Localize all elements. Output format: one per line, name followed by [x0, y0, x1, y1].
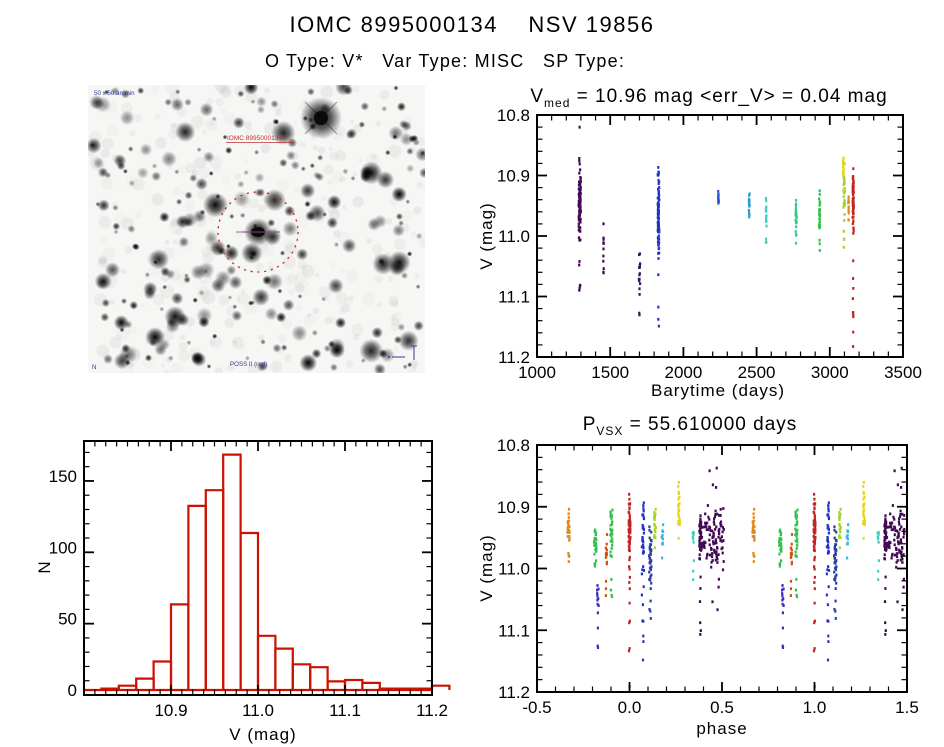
- svg-text:11.1: 11.1: [329, 701, 361, 720]
- north-label: N: [92, 364, 96, 371]
- phase-plot: -0.5 0.0 0.5 1.0 1.5 10.8 10.9 11.0 11.1 11.2: [497, 436, 919, 717]
- phase-ylabel: V (mag): [477, 534, 496, 602]
- svg-text:11.0: 11.0: [242, 701, 274, 720]
- svg-text:2500: 2500: [738, 363, 776, 382]
- phase-title: PVSX = 55.610000 days: [582, 414, 798, 438]
- lightcurve-title: Vmed = 10.96 mag <err_V> = 0.04 mag: [530, 86, 888, 110]
- svg-text:11.0: 11.0: [498, 560, 530, 579]
- source-label-red: IOMC 8995000134: [227, 135, 282, 142]
- lightcurve-xlabel: Barytime (days): [650, 381, 786, 400]
- svg-text:100: 100: [49, 538, 77, 557]
- svg-text:1.5: 1.5: [895, 698, 919, 717]
- svg-text:10.9: 10.9: [497, 167, 530, 186]
- svg-text:1': 1': [406, 338, 411, 345]
- svg-text:1000: 1000: [518, 363, 556, 382]
- page-subtitle: O Type: V* Var Type: MISC SP Type:: [264, 51, 626, 71]
- lightcurve-plot: 1000 1500 2000 2500 3000 3500 10.8 10.9 11.0 11.1…: [497, 106, 922, 382]
- histogram-xlabel: V (mag): [229, 725, 297, 744]
- svg-text:-0.5: -0.5: [522, 698, 551, 717]
- svg-text:3500: 3500: [884, 363, 922, 382]
- svg-text:150: 150: [49, 467, 77, 486]
- lightcurve-ylabel: V (mag): [477, 202, 496, 270]
- svg-text:11.2: 11.2: [498, 683, 530, 702]
- svg-text:11.2: 11.2: [498, 348, 530, 367]
- svg-text:1.0: 1.0: [803, 698, 827, 717]
- svg-text:11.1: 11.1: [498, 621, 530, 640]
- svg-text:2000: 2000: [664, 363, 702, 382]
- chart-plate-label: POSS II (red): [230, 361, 267, 368]
- svg-text:10.8: 10.8: [497, 106, 530, 125]
- svg-text:10.9: 10.9: [154, 701, 187, 720]
- svg-text:10.8: 10.8: [497, 436, 530, 455]
- svg-text:0.5: 0.5: [710, 698, 734, 717]
- svg-text:0.0: 0.0: [618, 698, 642, 717]
- svg-text:3000: 3000: [811, 363, 849, 382]
- svg-text:0: 0: [68, 681, 77, 700]
- svg-text:11.2: 11.2: [416, 701, 448, 720]
- svg-text:11.1: 11.1: [498, 288, 530, 307]
- svg-text:50: 50: [58, 610, 77, 629]
- finding-chart: IOMC 8995000134 50 x 50 arcmin POSS II (re…: [88, 85, 425, 373]
- svg-text:11.0: 11.0: [498, 227, 530, 246]
- target-circle: [217, 191, 299, 273]
- page-title: IOMC 8995000134 NSV 19856: [289, 12, 655, 37]
- chart-scale-label: 50 x 50 arcmin: [94, 90, 135, 97]
- histogram-plot: 10.9 11.0 11.1 11.2 0 50 100 150: [49, 440, 451, 720]
- svg-text:1500: 1500: [591, 363, 629, 382]
- svg-text:10.9: 10.9: [497, 498, 530, 517]
- histogram-ylabel: N: [35, 560, 54, 574]
- phase-xlabel: phase: [696, 719, 748, 738]
